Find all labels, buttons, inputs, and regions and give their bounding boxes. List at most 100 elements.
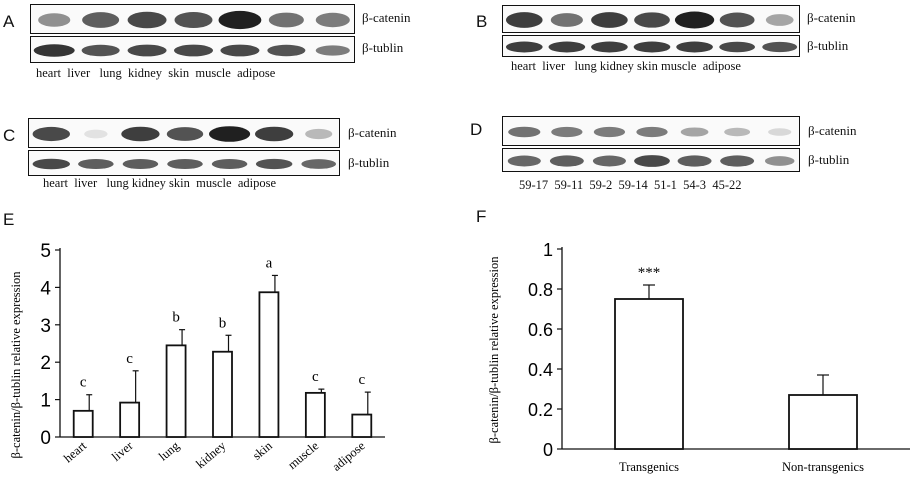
blot-band	[121, 126, 160, 142]
western-blot-a-tublin	[30, 36, 355, 63]
blot-band	[208, 126, 251, 142]
band-label-a-tublin: β-tublin	[362, 40, 404, 55]
blot-band	[174, 11, 213, 29]
x-tick-label: lung	[156, 438, 183, 463]
western-blot-c-tublin	[28, 150, 340, 176]
y-tick-label: 0.6	[528, 320, 553, 340]
significance-label: b	[172, 310, 180, 326]
panel-label-d: D	[470, 120, 483, 139]
blot-band	[505, 12, 543, 28]
western-blot-d-tublin	[502, 148, 800, 172]
lane-label: lung	[574, 59, 597, 73]
y-tick-label: 1	[543, 240, 553, 260]
y-tick-label: 3	[40, 316, 51, 337]
x-tick-label: Transgenics	[619, 460, 679, 474]
lane-label: 45-22	[712, 178, 742, 192]
western-blot-a-catenin	[30, 4, 355, 34]
blot-band	[768, 128, 792, 136]
blot-band	[220, 44, 260, 57]
blot-band	[507, 155, 541, 167]
blot-band	[315, 45, 350, 56]
y-tick-label: 2	[40, 353, 51, 374]
significance-label: ***	[638, 265, 661, 281]
band-label-d-tublin: β-tublin	[808, 152, 850, 167]
lane-label: 51-1	[653, 178, 677, 192]
bar-skin	[258, 291, 280, 438]
panel-label-a: A	[3, 12, 15, 31]
blot-band	[255, 158, 293, 170]
y-tick-label: 0.8	[528, 280, 553, 300]
lane-label: skin	[168, 66, 190, 80]
panel-label-e: E	[3, 210, 15, 229]
lane-labels-d: 59-17 59-11 59-2 59-14 51-1 54-3 45-22	[519, 178, 741, 193]
lane-label: heart	[36, 66, 61, 80]
chart-f-transgenic-expression: β-catenin/β-tublin relative expression 0…	[487, 240, 910, 474]
bar-transgenics	[614, 298, 684, 450]
blot-band	[32, 158, 71, 170]
blot-band	[32, 126, 71, 142]
blot-band	[167, 158, 203, 170]
panel-label-f: F	[476, 207, 487, 226]
significance-label: c	[126, 351, 133, 367]
lane-label: skin	[637, 59, 658, 73]
blot-band	[550, 13, 583, 27]
blot-band	[674, 11, 715, 29]
lane-label: muscle	[195, 66, 231, 80]
blot-band	[33, 44, 75, 57]
blot-band	[591, 12, 628, 28]
lane-label: liver	[67, 66, 91, 80]
blot-band	[636, 126, 668, 138]
y-tick-label: 0.4	[528, 360, 553, 380]
blot-band	[508, 126, 541, 138]
blot-band	[267, 44, 306, 57]
bar-adipose	[351, 413, 373, 438]
y-tick-label: 0.2	[528, 400, 553, 420]
blot-band	[218, 10, 262, 30]
blot-band	[78, 158, 114, 170]
panel-label-c: C	[3, 126, 16, 145]
western-blot-b-catenin	[502, 5, 800, 33]
significance-label: c	[312, 369, 319, 385]
lane-label: liver	[542, 59, 566, 73]
blot-band	[548, 41, 586, 53]
significance-label: c	[358, 372, 365, 388]
lane-label: muscle	[661, 59, 697, 73]
blot-band	[505, 41, 543, 53]
blot-band	[551, 126, 583, 138]
bar-non-transgenics	[788, 394, 858, 450]
lane-label: 54-3	[683, 178, 707, 192]
lane-label: adipose	[702, 59, 741, 73]
lane-label: 59-2	[589, 178, 613, 192]
lane-label: 59-14	[618, 178, 648, 192]
x-tick-label: heart	[61, 438, 90, 465]
y-tick-label: 1	[40, 391, 51, 412]
blot-band	[82, 12, 120, 28]
lane-label: lung	[99, 66, 122, 80]
western-blot-b-tublin	[502, 35, 800, 57]
x-tick-label: skin	[250, 438, 276, 463]
blot-band	[719, 12, 755, 28]
blot-band	[676, 41, 713, 53]
chart-e-tissue-expression: β-catenin/β-tublin relative expression 0…	[9, 241, 385, 474]
blot-band	[166, 127, 204, 141]
lane-label: muscle	[196, 176, 232, 190]
lane-labels-a: heart liver lung kidney skin muscle adip…	[36, 66, 275, 81]
blot-band	[122, 158, 159, 170]
y-tick-label: 0	[40, 428, 51, 449]
blot-band	[211, 158, 248, 170]
x-tick-label: Non-transgenics	[782, 460, 864, 474]
blot-band	[127, 11, 167, 29]
blot-band	[764, 156, 795, 166]
y-tick-label: 5	[40, 241, 51, 262]
bar-heart	[72, 409, 94, 438]
blot-band	[301, 159, 337, 169]
lane-label: liver	[74, 176, 98, 190]
y-tick-label: 0	[543, 440, 553, 460]
bar-lung	[165, 344, 187, 438]
x-tick-label: kidney	[193, 438, 229, 471]
blot-band	[591, 41, 628, 53]
blot-band	[593, 126, 626, 138]
bar-kidney	[212, 350, 233, 438]
x-tick-label: adipose	[329, 438, 368, 474]
x-tick-label: muscle	[285, 438, 321, 472]
